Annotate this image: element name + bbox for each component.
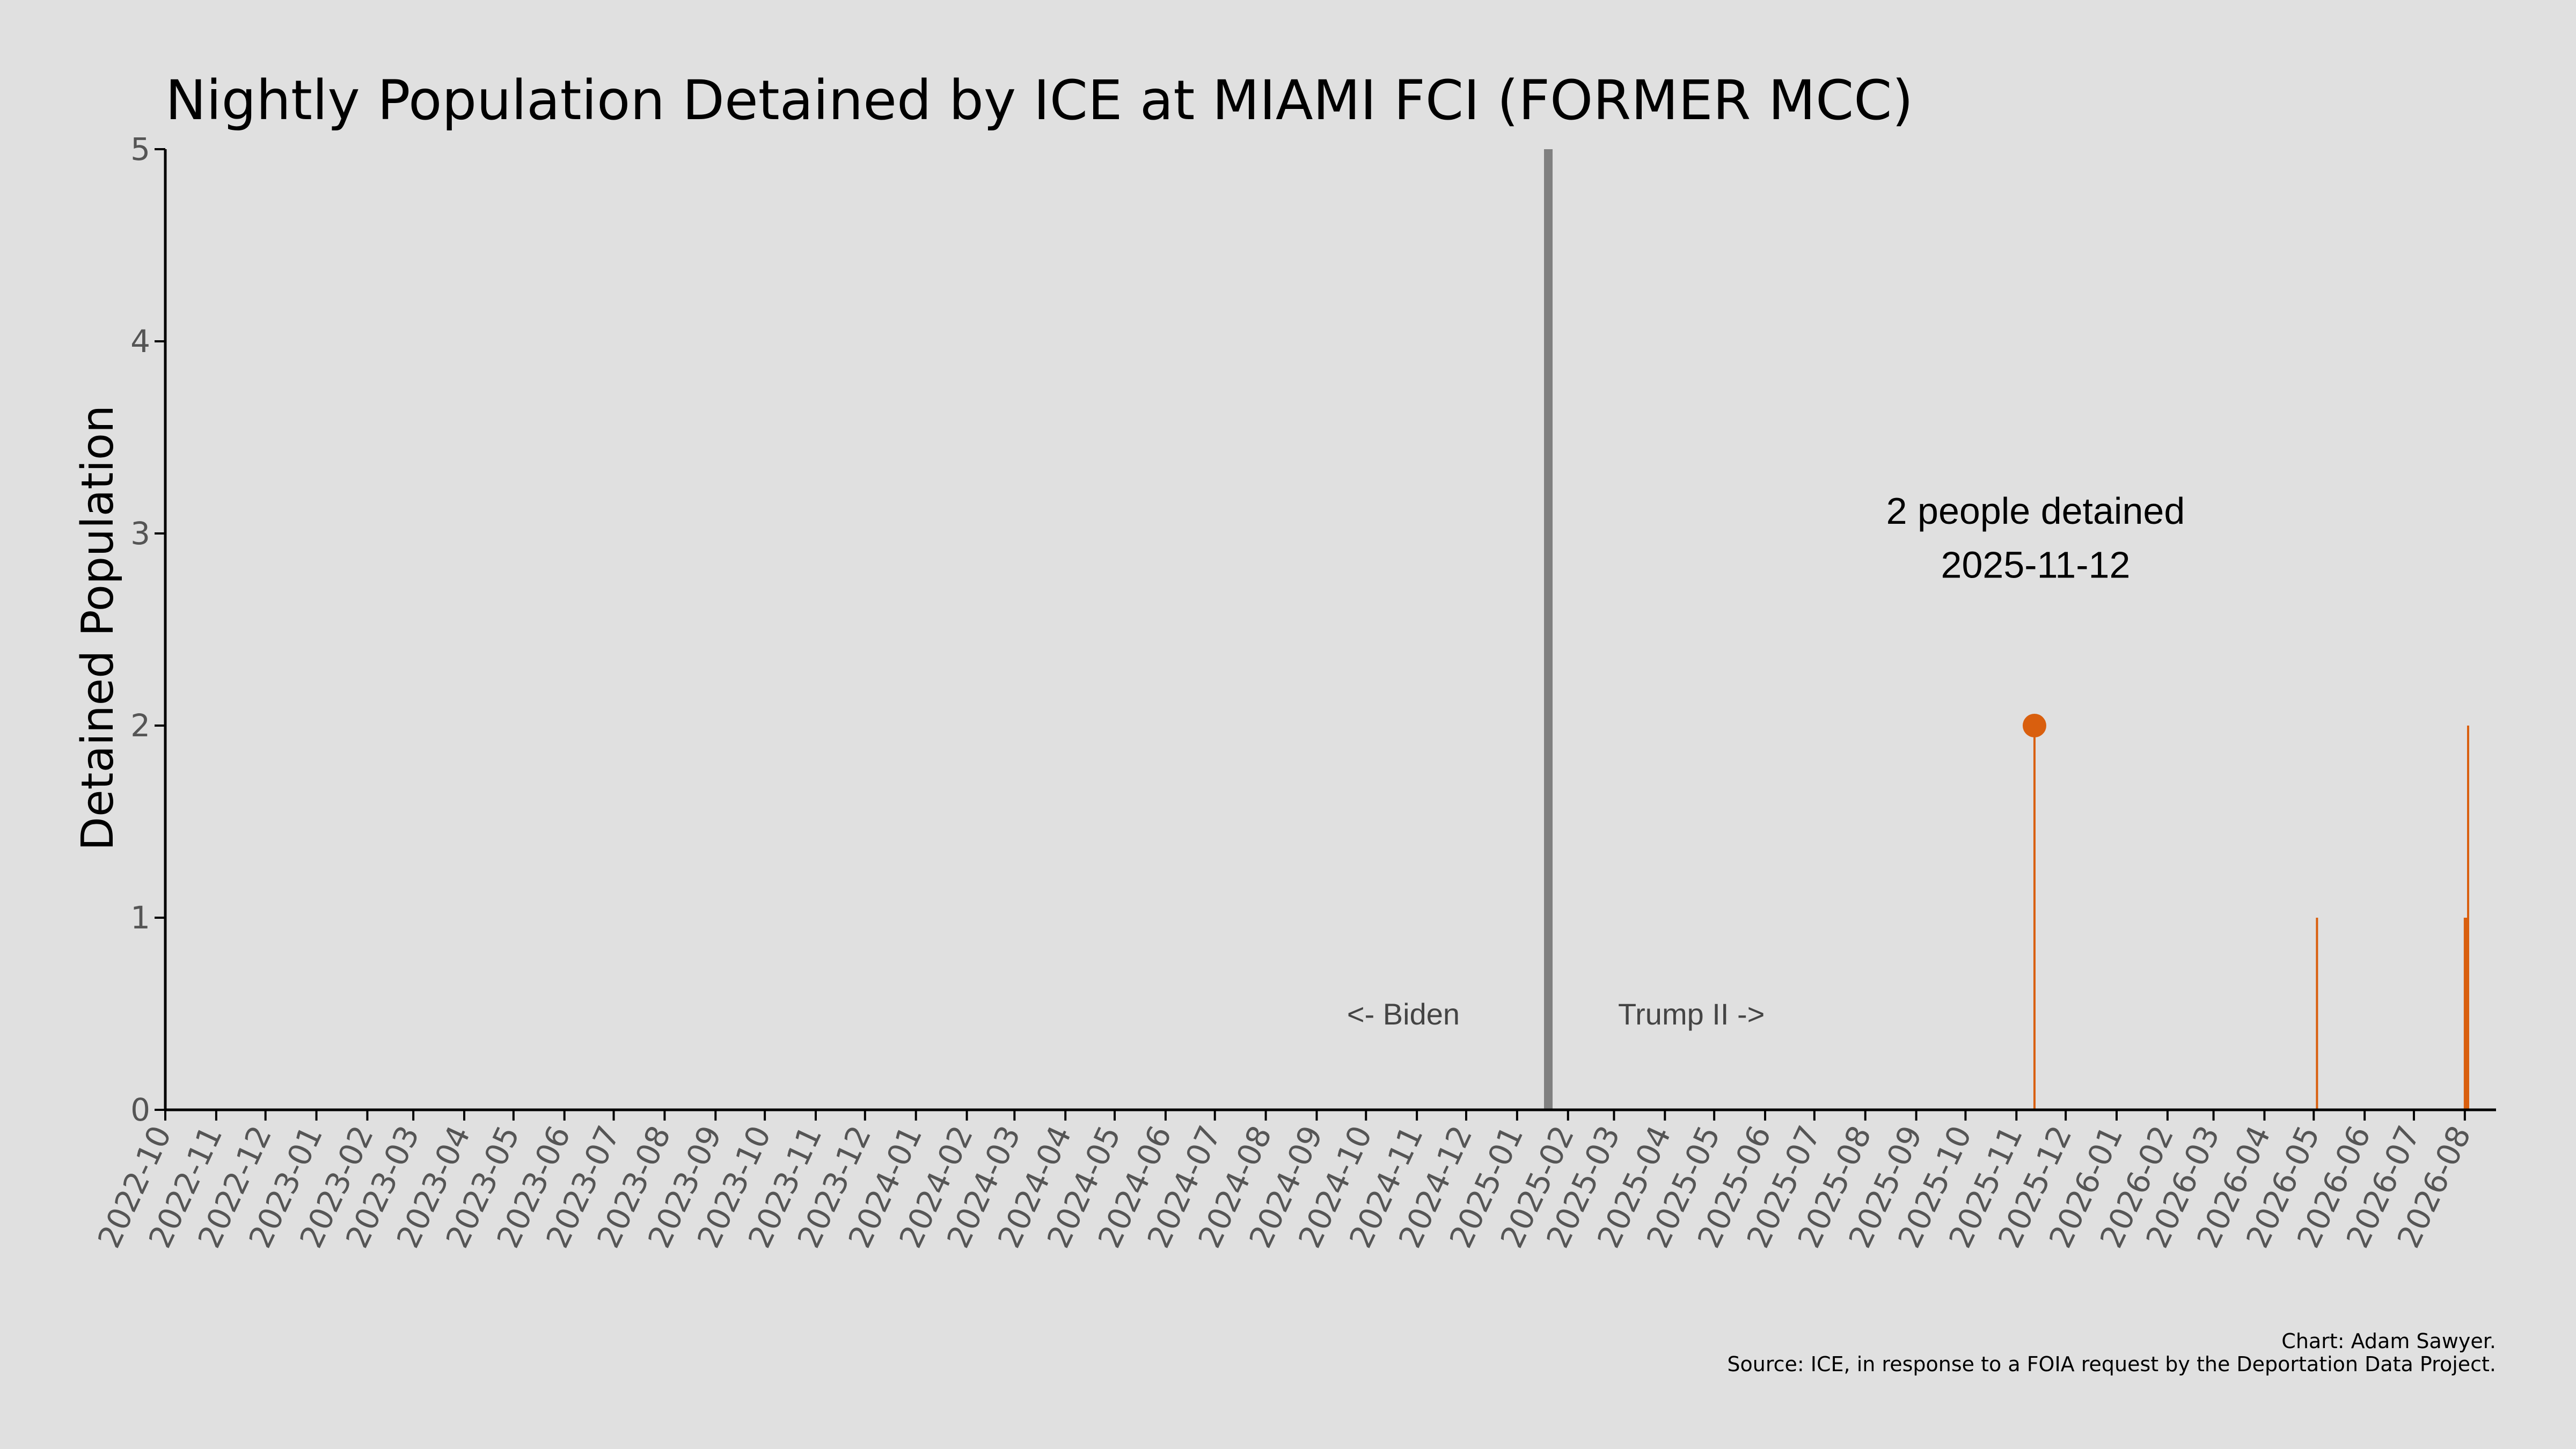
y-axis-label: Detained Population — [72, 405, 123, 851]
data-bars — [2033, 726, 2469, 1110]
annotation-line-1: 2 people detained — [1886, 490, 2185, 532]
chart-credit: Chart: Adam Sawyer. — [2281, 1329, 2496, 1353]
y-axis-ticks: 0 1 2 3 4 5 — [130, 131, 165, 1128]
era-label-biden: <- Biden — [1347, 997, 1460, 1031]
y-tick-label: 3 — [130, 515, 150, 552]
y-tick-label: 0 — [130, 1092, 150, 1128]
chart-title: Nightly Population Detained by ICE at MI… — [165, 69, 1913, 133]
chart-source: Source: ICE, in response to a FOIA reque… — [1727, 1352, 2496, 1376]
y-tick-label: 2 — [130, 707, 150, 744]
era-label-trump: Trump II -> — [1618, 997, 1765, 1031]
y-tick-label: 4 — [130, 323, 150, 360]
x-axis-ticks: 2022-102022-112022-122023-012023-022023-… — [91, 1110, 2478, 1254]
y-tick-label: 1 — [130, 899, 150, 936]
annotation-line-2: 2025-11-12 — [1941, 544, 2131, 586]
highlight-point — [2022, 714, 2046, 737]
y-tick-label: 5 — [130, 131, 150, 167]
